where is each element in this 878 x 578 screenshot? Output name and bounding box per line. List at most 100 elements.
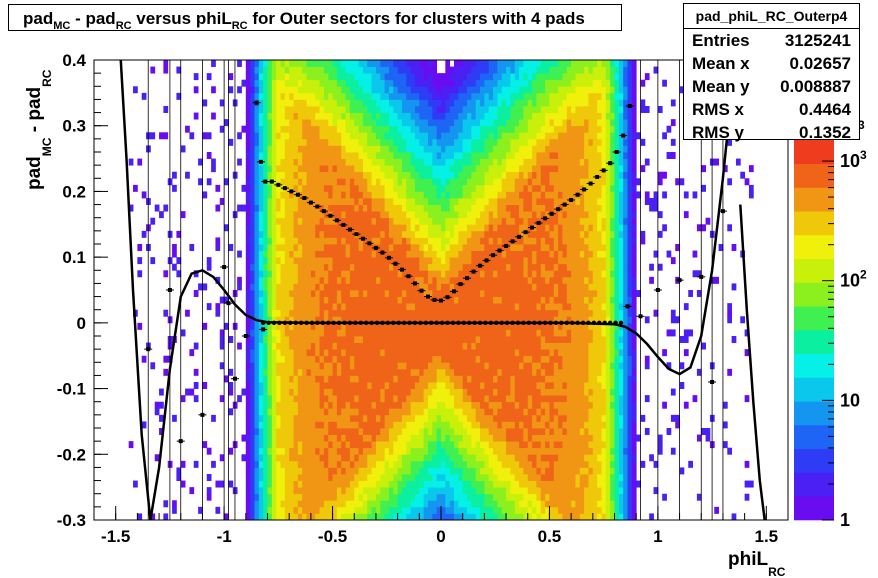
heatmap-cell <box>284 388 290 396</box>
heatmap-cell <box>514 145 520 153</box>
heatmap-cell <box>423 316 429 324</box>
heatmap-cell <box>397 329 403 337</box>
heatmap-cell <box>506 73 511 81</box>
heatmap-cell <box>380 362 386 370</box>
heatmap-cell <box>293 460 299 468</box>
heatmap-cell <box>510 178 516 186</box>
heatmap-cell <box>380 322 386 330</box>
heatmap-cell <box>341 388 346 396</box>
heatmap-cell <box>432 106 438 113</box>
heatmap-cell <box>354 309 359 317</box>
heatmap-cell <box>475 434 481 442</box>
heatmap-cell <box>467 158 472 166</box>
heatmap-cell <box>328 441 333 449</box>
heatmap-cell <box>501 86 507 94</box>
heatmap-cell <box>480 421 485 429</box>
heatmap-cell <box>501 237 507 245</box>
heatmap-cell <box>532 329 537 337</box>
heatmap-cell <box>410 112 416 120</box>
heatmap-cell <box>449 474 455 481</box>
heatmap-cell <box>540 211 546 219</box>
heatmap-cell <box>367 184 372 192</box>
heatmap-cell <box>384 322 390 330</box>
heatmap-cell <box>250 191 255 199</box>
heatmap-cell <box>280 336 286 343</box>
heatmap-cell <box>297 125 303 133</box>
heatmap-cell <box>449 217 455 225</box>
heatmap-cell <box>493 119 498 127</box>
heatmap-cell <box>358 336 364 343</box>
heatmap-cell <box>315 66 320 74</box>
heatmap-cell <box>527 184 533 192</box>
heatmap-cell <box>306 342 312 350</box>
heatmap-cell <box>427 329 433 337</box>
heatmap-cell <box>506 237 511 245</box>
heatmap-cell <box>401 342 407 350</box>
heatmap-cell <box>523 309 529 317</box>
heatmap-cell <box>527 487 533 495</box>
heatmap-cell <box>488 244 494 251</box>
heatmap-cell <box>263 388 268 396</box>
heatmap-cell <box>328 132 333 140</box>
heatmap-cell <box>393 329 399 337</box>
heatmap-cell <box>519 112 524 120</box>
heatmap-cell <box>263 138 268 146</box>
heatmap-cell <box>384 480 390 488</box>
heatmap-cell <box>445 480 451 488</box>
heatmap-cell <box>475 125 481 133</box>
heatmap-cell <box>371 191 377 199</box>
heatmap-cell <box>384 454 390 462</box>
heatmap-cell <box>506 244 511 251</box>
heatmap-cell <box>276 414 281 422</box>
heatmap-cell <box>336 506 342 514</box>
heatmap-cell <box>532 73 537 81</box>
heatmap-cell <box>371 250 377 258</box>
heatmap-cell <box>401 270 407 278</box>
heatmap-cell <box>445 421 451 429</box>
heatmap-cell <box>332 414 338 422</box>
heatmap-cell <box>336 106 342 113</box>
heatmap-cell <box>484 79 490 87</box>
heatmap-cell <box>527 480 533 488</box>
heatmap-cell <box>441 395 446 403</box>
heatmap-cell <box>441 263 446 271</box>
heatmap-cell <box>332 125 338 133</box>
heatmap-cell <box>414 447 420 455</box>
heatmap-cell <box>401 355 407 363</box>
heatmap-cell <box>349 257 355 265</box>
heatmap-cell <box>532 421 537 429</box>
heatmap-cell <box>362 506 368 514</box>
heatmap-cell <box>497 145 503 153</box>
heatmap-cell <box>319 217 325 225</box>
heatmap-cell <box>471 138 477 146</box>
heatmap-cell <box>471 198 477 205</box>
heatmap-cell <box>423 487 429 495</box>
heatmap-cell <box>254 296 260 304</box>
heatmap-cell <box>362 349 368 357</box>
heatmap-cell <box>436 336 442 343</box>
heatmap-cell <box>488 138 494 146</box>
heatmap-cell <box>176 467 182 475</box>
heatmap-cell <box>514 276 520 284</box>
heatmap-cell <box>189 349 195 357</box>
heatmap-cell <box>354 408 359 416</box>
heatmap-cell <box>349 454 355 462</box>
heatmap-cell <box>328 112 333 120</box>
heatmap-cell <box>180 329 186 337</box>
heatmap-cell <box>540 316 546 324</box>
heatmap-cell <box>302 474 307 481</box>
heatmap-cell <box>323 73 329 81</box>
heatmap-cell <box>484 73 490 81</box>
heatmap-cell <box>480 395 485 403</box>
heatmap-cell <box>384 414 390 422</box>
heatmap-cell <box>276 395 281 403</box>
heatmap-cell <box>349 283 355 291</box>
heatmap-cell <box>345 86 351 94</box>
heatmap-cell <box>276 106 281 113</box>
heatmap-cell <box>271 198 277 205</box>
heatmap-cell <box>349 99 355 107</box>
heatmap-cell <box>349 66 355 74</box>
heatmap-cell <box>358 270 364 278</box>
heatmap-cell <box>267 184 273 192</box>
heatmap-cell <box>371 421 377 429</box>
